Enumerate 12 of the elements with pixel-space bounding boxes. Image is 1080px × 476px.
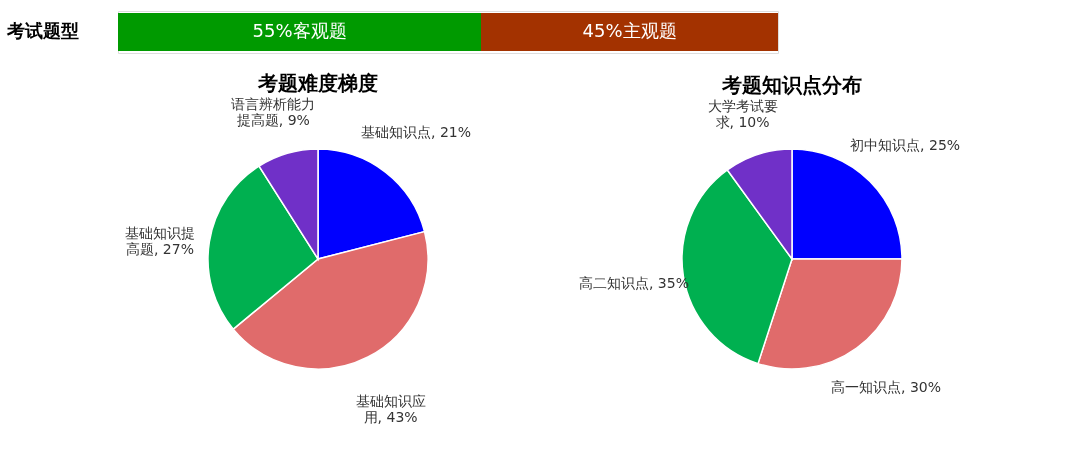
- y-tick-label: 考试题型: [5, 20, 79, 41]
- slice-label: 高一知识点, 30%: [831, 379, 942, 396]
- slice-label: 大学考试要求, 10%: [707, 97, 778, 130]
- slice-label: 语言辨析能力提高题, 9%: [231, 96, 316, 129]
- slice-label: 基础知识点, 21%: [361, 123, 472, 140]
- slice-label: 基础知识应用, 43%: [355, 392, 426, 425]
- chart-title: 考题知识点分布: [721, 72, 862, 97]
- data-label: 45%主观题: [582, 20, 677, 41]
- chart-title: 考题难度梯度: [257, 71, 378, 96]
- slice-label: 基础知识提高题, 27%: [124, 224, 195, 257]
- data-label: 55%客观题: [252, 20, 347, 41]
- slice-label: 初中知识点, 25%: [850, 136, 961, 153]
